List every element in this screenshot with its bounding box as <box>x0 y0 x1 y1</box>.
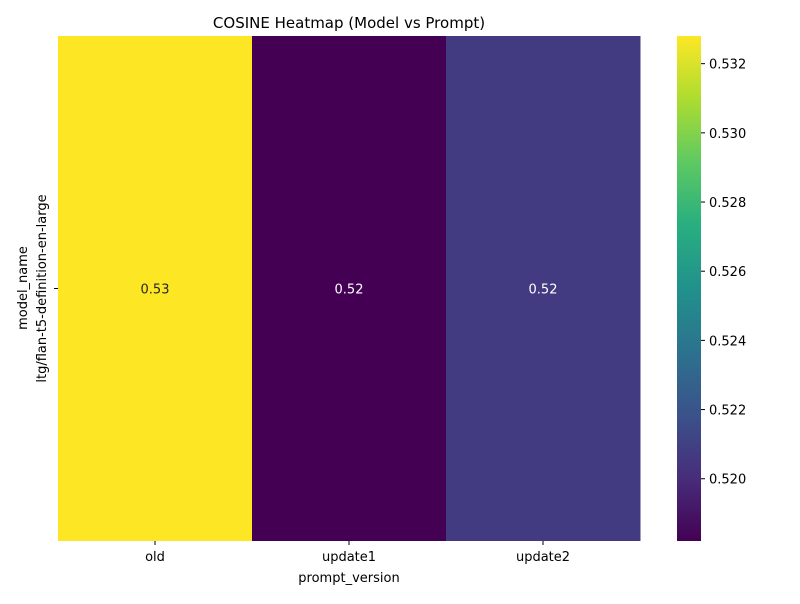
x-axis-label: prompt_version <box>298 571 399 586</box>
colorbar-ticks: 0.520 0.522 0.524 0.526 0.528 0.530 0.532 <box>701 58 746 488</box>
y-axis-ticks: ltg/flan-t5-definition-en-large <box>35 194 58 383</box>
y-axis-label: model_name <box>16 246 31 330</box>
cell-value-label: 0.53 <box>141 283 170 298</box>
cell-value-label: 0.52 <box>335 283 364 298</box>
x-tick-label: update2 <box>516 550 570 565</box>
colorbar-tick-label: 0.530 <box>709 127 746 142</box>
chart-title: COSINE Heatmap (Model vs Prompt) <box>213 14 485 32</box>
heatmap-cell <box>446 36 641 541</box>
colorbar-tick-label: 0.520 <box>709 473 746 488</box>
colorbar-tick-label: 0.532 <box>709 58 746 73</box>
heatmap-cell-labels: 0.53 0.52 0.52 <box>141 283 558 298</box>
cell-value-label: 0.52 <box>529 283 558 298</box>
heatmap-cell <box>58 36 253 541</box>
colorbar-tick-label: 0.524 <box>709 334 746 349</box>
colorbar-tick-label: 0.528 <box>709 196 746 211</box>
colorbar-tick-label: 0.522 <box>709 404 746 419</box>
colorbar <box>677 36 701 541</box>
heatmap-cells <box>58 36 641 541</box>
colorbar-tick-label: 0.526 <box>709 265 746 280</box>
y-tick-label: ltg/flan-t5-definition-en-large <box>35 194 50 382</box>
x-tick-label: old <box>145 550 165 565</box>
heatmap-cell <box>252 36 447 541</box>
x-tick-label: update1 <box>322 550 376 565</box>
x-axis-ticks: old update1 update2 <box>145 541 570 565</box>
